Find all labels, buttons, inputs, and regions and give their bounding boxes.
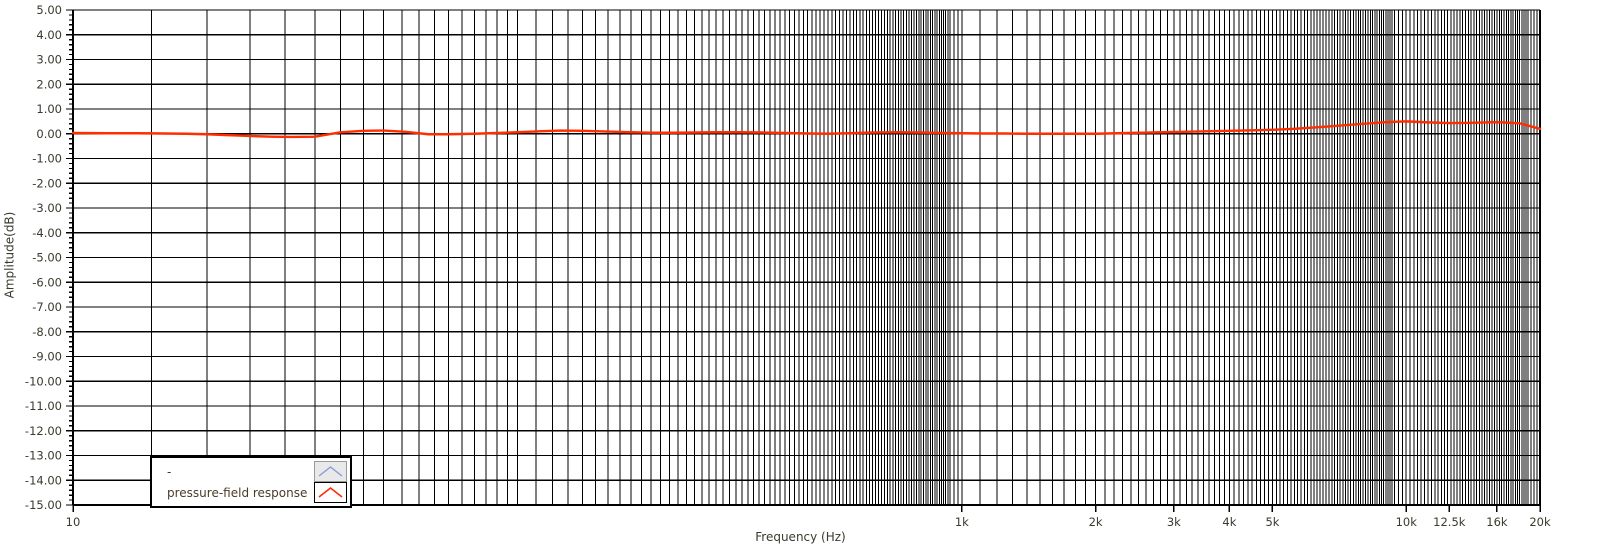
y-axis-tick-label: 2.00 — [36, 77, 62, 91]
y-axis-tick-label: 5.00 — [36, 3, 62, 17]
x-axis-tick-label: 16k — [1486, 515, 1508, 529]
legend-label: - — [167, 464, 172, 479]
y-axis-tick-label: -5.00 — [32, 251, 62, 265]
peak-glyph-svg — [318, 486, 343, 498]
data-trace — [71, 120, 1542, 139]
y-axis-tick-label: -1.00 — [32, 152, 62, 166]
x-axis-tick-label: 10 — [66, 515, 81, 529]
legend-entry-active[interactable]: pressure-field response — [152, 482, 350, 503]
y-axis-tick-label: -15.00 — [25, 498, 62, 512]
y-axis-tick-label: -13.00 — [25, 449, 62, 463]
y-axis-tick-label: -14.00 — [25, 473, 62, 487]
x-axis-tick-label: 4k — [1222, 515, 1236, 529]
legend-entry-disabled[interactable]: - — [152, 461, 350, 482]
y-axis-tick-label: -2.00 — [32, 176, 62, 190]
x-axis-tick-label: 1k — [955, 515, 969, 529]
x-axis-tick-label: 20k — [1529, 515, 1551, 529]
legend[interactable]: - pressure-field response — [150, 456, 352, 508]
x-axis-tick-label: 2k — [1089, 515, 1103, 529]
x-axis-tick-label: 5k — [1265, 515, 1279, 529]
y-axis-tick-label: -9.00 — [32, 350, 62, 364]
y-axis-tick-label: 3.00 — [36, 53, 62, 67]
peak-glyph-svg — [318, 466, 343, 477]
y-axis-tick-label: -7.00 — [32, 300, 62, 314]
y-axis-tick-label: 1.00 — [36, 102, 62, 116]
y-axis-tick-label: -3.00 — [32, 201, 62, 215]
y-axis-tick-label: 0.00 — [36, 127, 62, 141]
x-axis-title: Frequency (Hz) — [755, 530, 846, 544]
y-axis-tick-label: -11.00 — [25, 399, 62, 413]
y-axis-tick-label: -12.00 — [25, 424, 62, 438]
peak-glyph-icon[interactable] — [314, 461, 347, 482]
x-axis-tick-label: 12.5k — [1433, 515, 1466, 529]
peak-glyph-icon[interactable] — [314, 482, 347, 503]
y-axis-tick-label: 4.00 — [36, 28, 62, 42]
legend-label: pressure-field response — [167, 485, 308, 500]
y-axis-tick-label: -6.00 — [32, 275, 62, 289]
y-axis-tick-label: -10.00 — [25, 374, 62, 388]
y-axis-tick-label: -8.00 — [32, 325, 62, 339]
x-axis-tick-label: 10k — [1396, 515, 1418, 529]
y-axis-tick-label: -4.00 — [32, 226, 62, 240]
x-axis-tick-label: 3k — [1167, 515, 1181, 529]
